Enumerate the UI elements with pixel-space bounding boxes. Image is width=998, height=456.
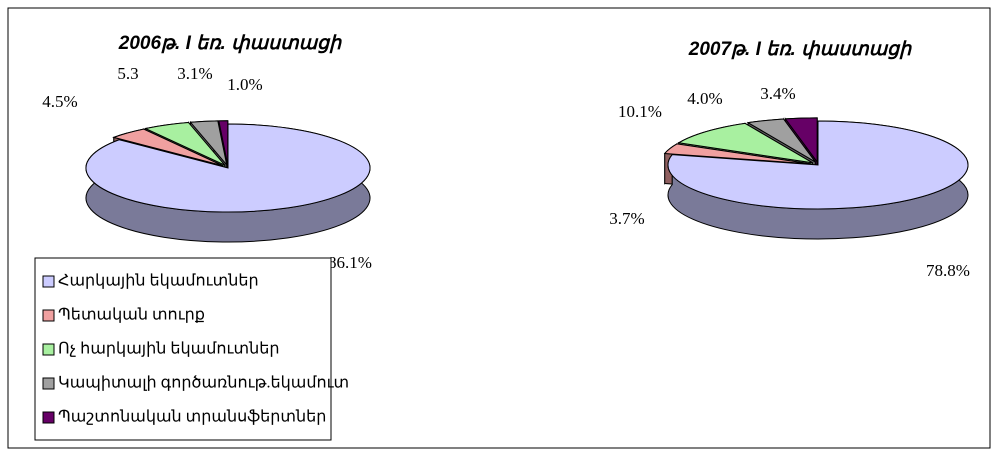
data-label: 10.1%	[618, 102, 662, 121]
chart-title: 2006թ. I եռ. փաստացի	[118, 33, 342, 54]
legend-label: Ոչ հարկային եկամուտներ	[58, 341, 280, 358]
chart-title: 2007թ. I եռ. փաստացի	[688, 39, 912, 60]
data-label: 5.3	[117, 64, 138, 83]
data-label: 1.0%	[227, 75, 262, 94]
slice	[218, 120, 229, 165]
slice	[112, 128, 223, 167]
data-label: 86.1%	[328, 253, 372, 272]
data-label: 4.0%	[687, 89, 722, 108]
legend-label: Պետական տուրք	[58, 307, 205, 324]
data-label: 4.5%	[42, 92, 77, 111]
slice	[784, 117, 818, 164]
data-label: 78.8%	[926, 261, 970, 280]
legend-swatch	[42, 309, 55, 322]
legend-swatch	[42, 343, 55, 356]
legend-label: Կապիտալի գործառնութ.եկամուտ	[58, 375, 349, 392]
legend-box	[34, 257, 332, 441]
slice	[85, 123, 371, 213]
data-label: 3.7%	[609, 209, 644, 228]
data-label: 3.1%	[177, 64, 212, 83]
legend-swatch	[42, 377, 55, 390]
slice	[189, 120, 228, 166]
slice	[677, 122, 813, 164]
legend-label: Հարկային եկամուտներ	[58, 273, 259, 290]
slice	[746, 118, 816, 163]
slice	[663, 143, 811, 165]
legend-swatch	[42, 275, 55, 288]
slice	[144, 122, 226, 166]
slice	[667, 120, 969, 210]
data-label: 3.4%	[760, 84, 795, 103]
legend-label: Պաշտոնական տրանսֆերտներ	[58, 409, 326, 426]
legend-swatch	[42, 411, 55, 424]
